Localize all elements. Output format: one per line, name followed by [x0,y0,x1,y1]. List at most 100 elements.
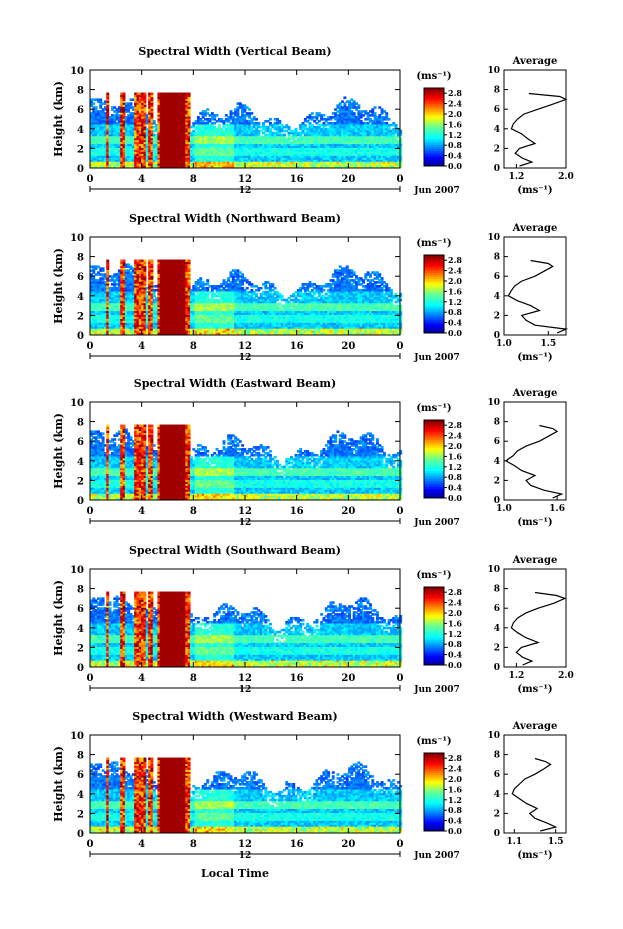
y-tick-label: 4 [77,457,84,468]
colorbar-tick-label: 0.4 [448,816,462,826]
x-tick-label: 16 [290,673,304,684]
y-tick-label: 4 [77,624,84,635]
colorbar-tick-label: 0.4 [448,318,462,328]
x-tick-label: 16 [290,839,304,850]
y-tick-label: 6 [77,437,84,448]
average-unit: (ms⁻¹) [517,517,552,528]
colorbar-tick-label: 0.8 [448,140,462,150]
colorbar-tick-label: 0.0 [448,826,462,836]
y-tick-label: 0 [77,331,84,342]
y-tick-label: 6 [77,604,84,615]
average-unit: (ms⁻¹) [517,684,552,695]
average-y-tick-label: 2 [494,476,500,486]
panel-2: Spectral Width (Northward Beam) 0 2 4 6 8 10 0 4… [52,212,569,363]
average-unit: (ms⁻¹) [517,352,552,363]
average-title: Average [512,56,558,67]
average-y-tick-label: 0 [494,496,500,506]
colorbar-tick-label: 0.4 [448,650,462,660]
x-tick-label: 8 [190,506,197,517]
x-tick-label: 8 [190,673,197,684]
average-y-tick-label: 6 [494,604,500,614]
y-tick-label: 2 [77,144,84,155]
y-axis-label: Height (km) [52,81,65,157]
average-y-tick-label: 10 [487,565,500,575]
y-tick-label: 0 [77,496,84,507]
heatmap-cells [90,424,403,500]
heatmap-cells [90,259,403,335]
colorbar-tick-label: 0.0 [448,328,462,338]
day-label: 12 [239,851,252,861]
average-title: Average [512,721,558,732]
date-label: Jun 2007 [413,186,460,196]
average-title: Average [512,388,558,399]
average-y-tick-label: 2 [494,311,500,321]
average-unit: (ms⁻¹) [517,185,552,196]
average-y-tick-label: 0 [494,331,500,341]
panel-title: Spectral Width (Northward Beam) [129,212,341,225]
average-x-tick-label: 2.0 [558,671,574,681]
y-tick-label: 8 [77,253,84,264]
colorbar-tick-label: 2.8 [448,587,462,597]
day-label: 12 [239,186,252,196]
colorbar-frame [423,87,445,167]
colorbar-unit: (ms⁻¹) [416,570,451,581]
average-x-tick-label: 1.2 [509,172,525,182]
average-x-tick-label: 1.0 [496,504,512,514]
colorbar-unit: (ms⁻¹) [416,403,451,414]
panel-3: Spectral Width (Eastward Beam) 0 2 4 6 8 10 0 4 8… [52,377,567,528]
colorbar-frame [423,254,445,334]
date-label: Jun 2007 [413,685,460,695]
date-label: Jun 2007 [413,518,460,528]
x-tick-label: 16 [290,341,304,352]
panel-4: Spectral Width (Southward Beam) 0 2 4 6 8 10 0 4… [52,544,574,695]
heatmap-cells [90,92,403,168]
x-tick-label: 8 [190,341,197,352]
y-tick-label: 4 [77,125,84,136]
x-tick-label: 20 [341,174,355,185]
x-tick-label: 16 [290,174,304,185]
panel-5: Spectral Width (Westward Beam) 0 2 4 6 8 10 0 4 8… [52,710,567,861]
average-profile-line [510,92,568,167]
x-tick-label: 4 [138,174,145,185]
y-axis-label: Height (km) [52,413,65,489]
average-y-tick-label: 4 [494,624,500,634]
colorbar-unit: (ms⁻¹) [416,736,451,747]
colorbar-tick-label: 2.0 [448,441,462,451]
y-tick-label: 10 [70,398,84,409]
colorbar-tick-label: 1.6 [448,451,462,461]
average-y-tick-label: 6 [494,105,500,115]
x-tick-label: 20 [341,673,355,684]
panel-title: Spectral Width (Westward Beam) [132,710,337,723]
colorbar-tick-label: 2.4 [448,431,462,441]
y-tick-label: 10 [70,233,84,244]
colorbar-tick-label: 2.8 [448,753,462,763]
y-tick-label: 0 [77,829,84,840]
y-tick-label: 0 [77,164,84,175]
average-y-tick-label: 8 [494,751,500,761]
colorbar-tick-label: 2.0 [448,774,462,784]
colorbar-tick-label: 2.8 [448,88,462,98]
colorbar-tick-label: 1.2 [448,795,462,805]
colorbar-tick-label: 0.8 [448,307,462,317]
day-label: 12 [239,518,252,528]
average-frame [503,69,567,169]
average-y-tick-label: 2 [494,144,500,154]
x-tick-label: 0 [87,174,94,185]
colorbar-frame [423,419,445,499]
average-x-tick-label: 1.2 [509,671,525,681]
day-label: 12 [239,353,252,363]
average-profile-line [511,757,558,832]
y-tick-label: 10 [70,66,84,77]
y-tick-label: 8 [77,751,84,762]
y-tick-label: 4 [77,790,84,801]
x-axis-label: Local Time [201,867,269,880]
average-y-tick-label: 8 [494,253,500,263]
average-y-tick-label: 10 [487,731,500,741]
colorbar-tick-label: 0.0 [448,660,462,670]
x-tick-label: 8 [190,174,197,185]
colorbar-tick-label: 2.4 [448,764,462,774]
average-y-tick-label: 6 [494,770,500,780]
colorbar-tick-label: 1.6 [448,119,462,129]
colorbar-tick-label: 2.4 [448,598,462,608]
colorbar-frame [423,586,445,666]
